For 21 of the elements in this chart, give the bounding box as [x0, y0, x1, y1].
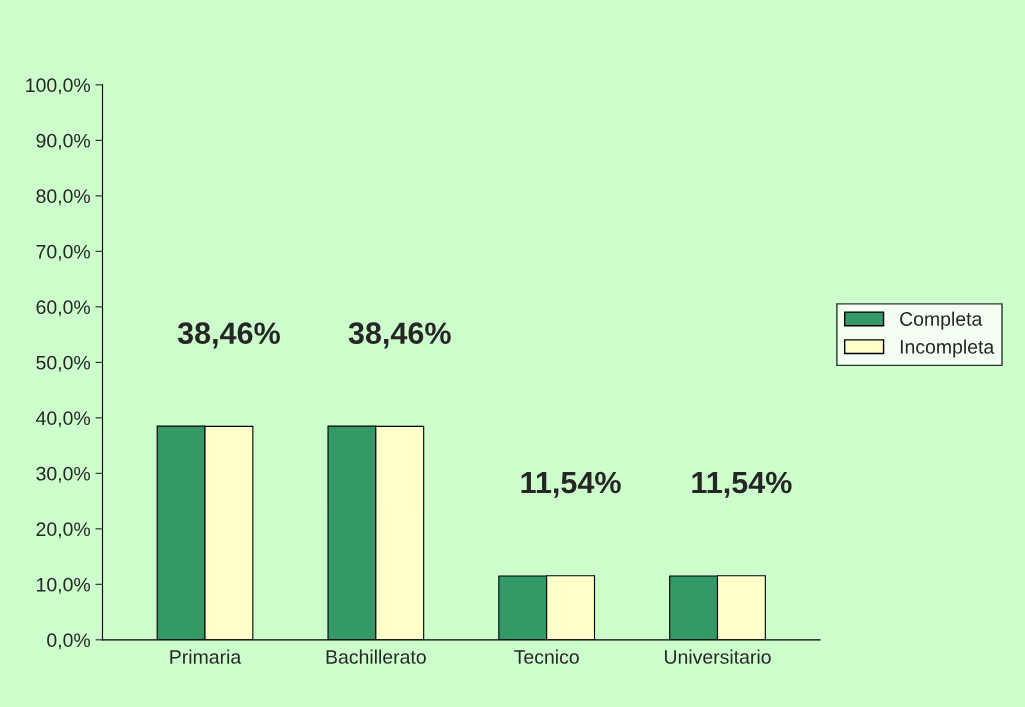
y-tick-label: 90,0% [36, 133, 91, 150]
y-tick-label: 80,0% [36, 189, 91, 206]
y-tick-label: 50,0% [36, 355, 91, 372]
x-tick-label: Universitario [664, 649, 771, 664]
y-tick-label: 30,0% [36, 466, 91, 483]
y-tick-label: 60,0% [36, 300, 91, 317]
x-tick-label: Bachillerato [326, 649, 426, 664]
y-tick-label: 20,0% [36, 522, 91, 539]
data-label: 38,46% [177, 322, 280, 349]
y-tick-label: 100,0% [26, 78, 91, 95]
y-tick-label: 10,0% [37, 577, 91, 594]
x-tick-label: Tecnico [514, 649, 579, 664]
y-tick-label: 70,0% [36, 244, 91, 261]
data-label: 11,54% [521, 471, 621, 498]
data-label: 38,46% [348, 322, 451, 349]
y-tick-label: 40,0% [36, 411, 91, 428]
data-label: 11,54% [692, 471, 792, 498]
legend-label: Completa [900, 311, 983, 330]
x-tick-label: Primaria [170, 649, 242, 664]
legend-label: Incompleta [900, 339, 995, 358]
y-tick-label: 0,0% [47, 633, 90, 650]
